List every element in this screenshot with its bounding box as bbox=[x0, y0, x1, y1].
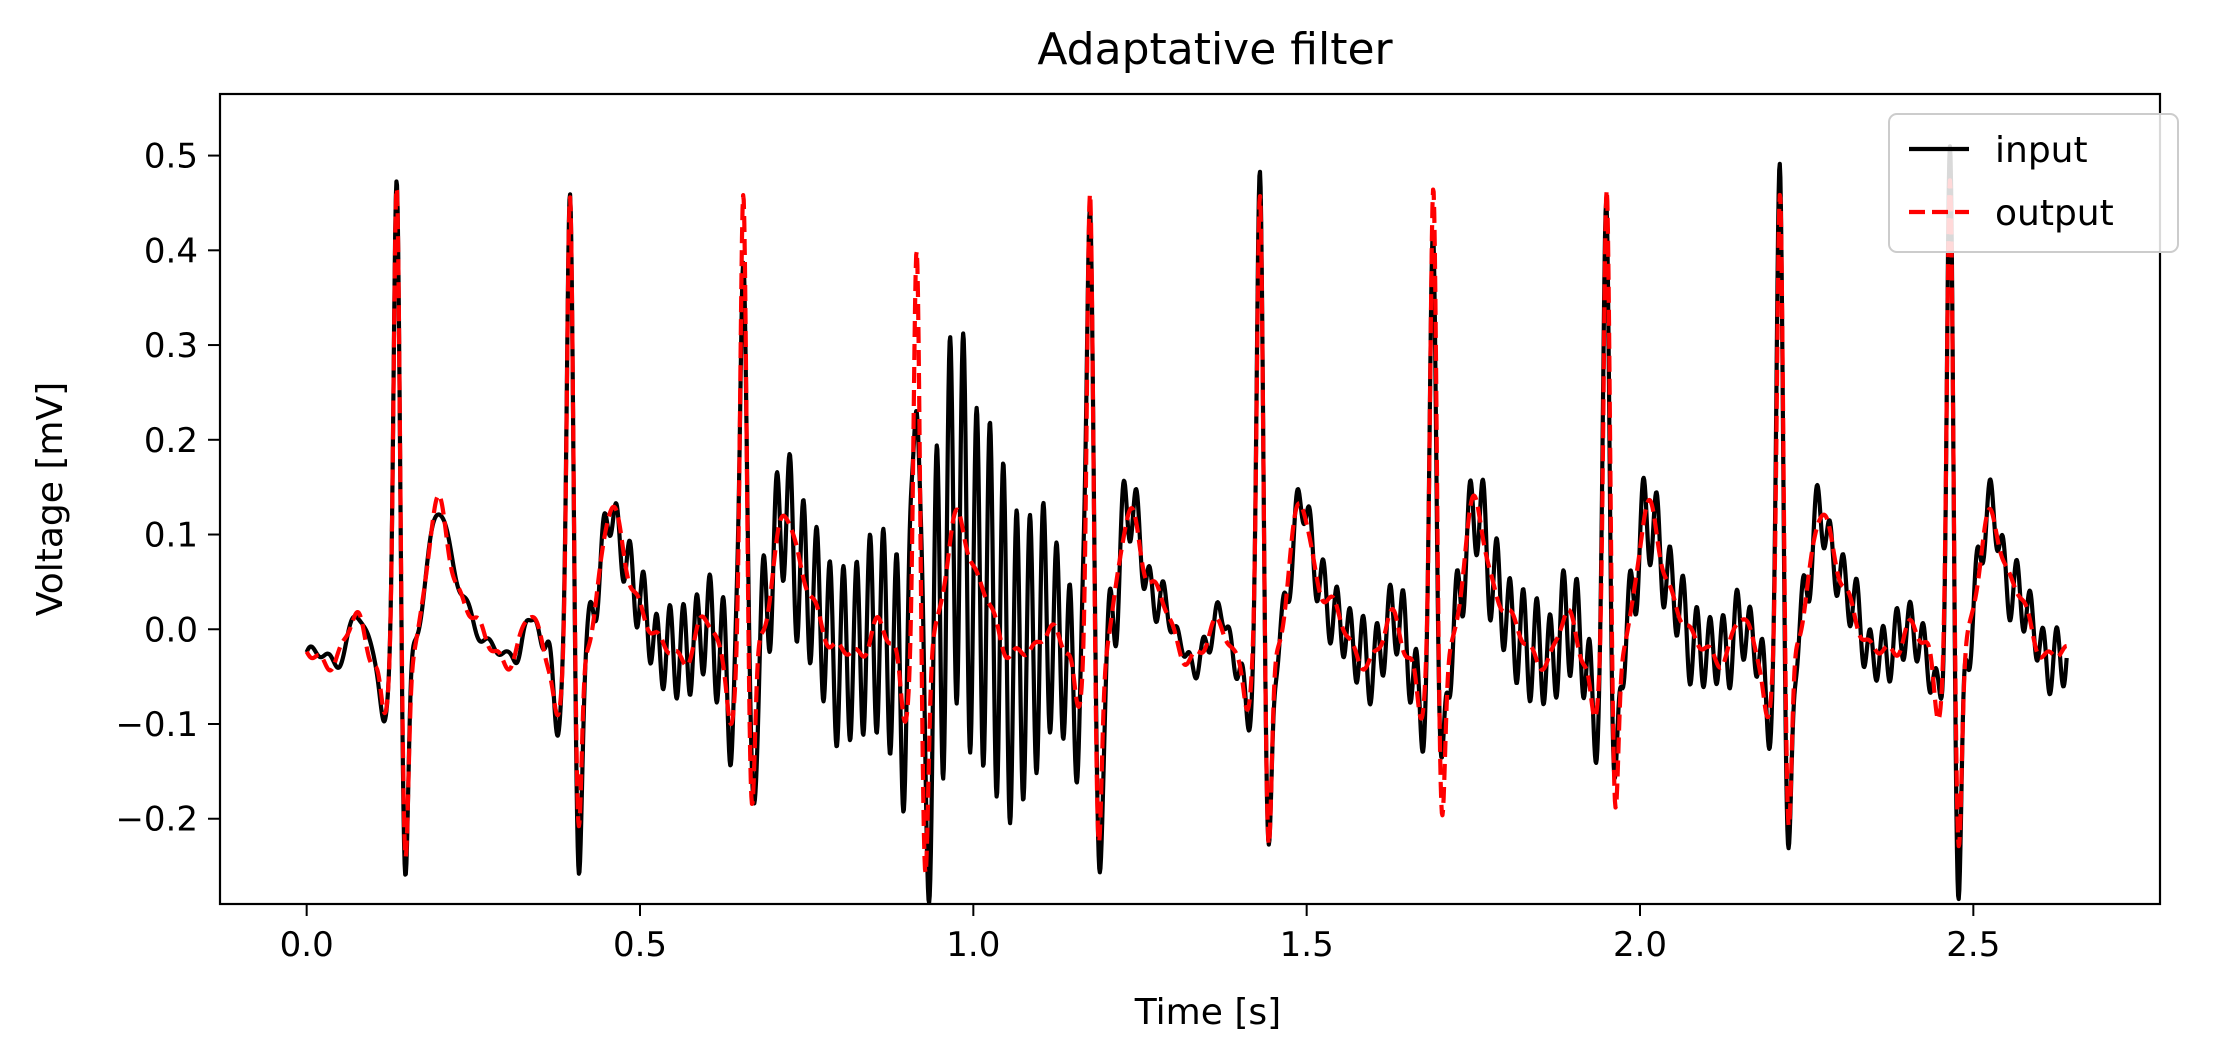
x-tick-label: 1.5 bbox=[1280, 925, 1334, 965]
y-tick-label: 0.1 bbox=[144, 516, 198, 556]
x-tick-label: 2.5 bbox=[1946, 925, 2000, 965]
y-tick-label: 0.0 bbox=[144, 610, 198, 650]
x-tick-label: 0.0 bbox=[280, 925, 334, 965]
x-tick-label: 0.5 bbox=[613, 925, 667, 965]
x-axis-ticks: 0.0 0.5 1.0 1.5 2.0 2.5 bbox=[280, 904, 2000, 965]
legend-label-output: output bbox=[1995, 193, 2114, 234]
x-axis-label: Time [s] bbox=[1134, 992, 1281, 1033]
y-tick-label: 0.4 bbox=[144, 231, 198, 271]
y-tick-label: 0.3 bbox=[144, 326, 198, 366]
x-tick-label: 1.0 bbox=[946, 925, 1000, 965]
plot-frame bbox=[218, 92, 2162, 906]
series-line-input bbox=[304, 144, 2069, 904]
y-tick-label: −0.1 bbox=[115, 705, 198, 745]
y-tick-label: 0.5 bbox=[144, 137, 198, 177]
series-line-output bbox=[304, 178, 2069, 875]
x-tick-label: 2.0 bbox=[1613, 925, 1667, 965]
y-tick-label: −0.2 bbox=[115, 800, 198, 840]
y-tick-label: 0.2 bbox=[144, 421, 198, 461]
legend-label-input: input bbox=[1995, 130, 2088, 171]
y-axis-label: Voltage [mV] bbox=[30, 382, 71, 616]
y-axis-ticks: −0.2 −0.1 0.0 0.1 0.2 0.3 0.4 0.5 bbox=[115, 137, 220, 840]
chart-title: Adaptative filter bbox=[1037, 24, 1393, 75]
legend: input output bbox=[1888, 113, 2179, 253]
